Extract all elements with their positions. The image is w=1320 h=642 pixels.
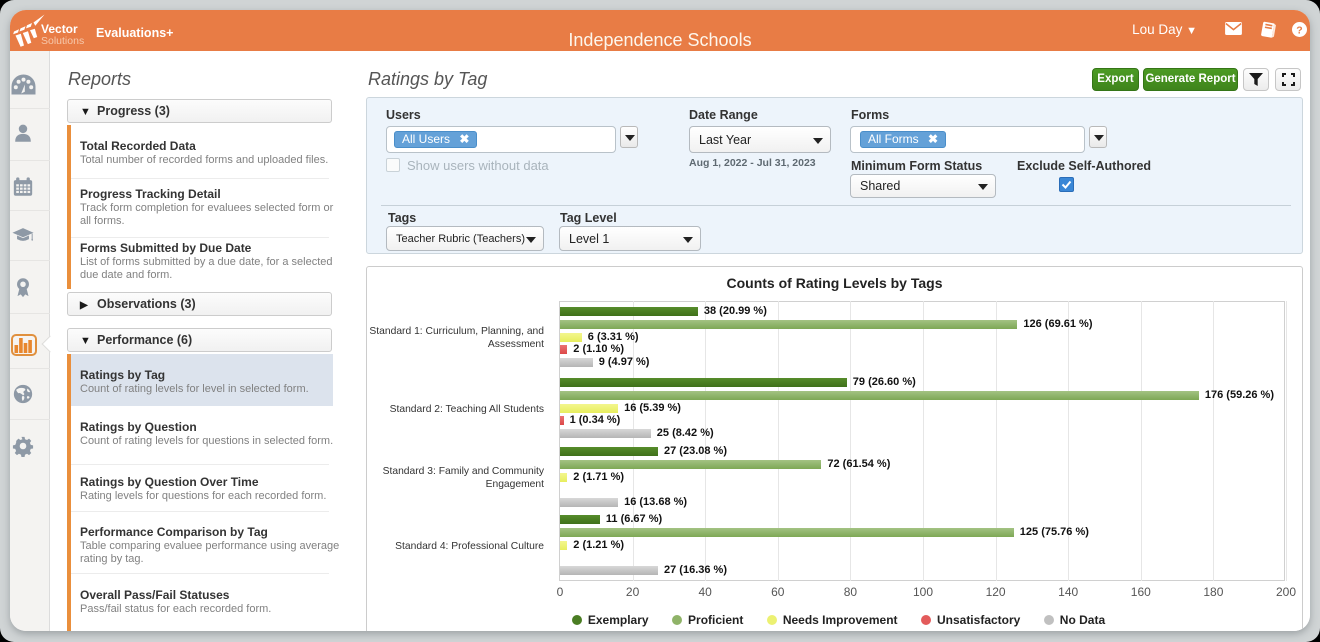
svg-text:Solutions: Solutions <box>41 35 84 47</box>
svg-text:Vector: Vector <box>41 22 78 36</box>
svg-text:?: ? <box>1296 24 1302 36</box>
